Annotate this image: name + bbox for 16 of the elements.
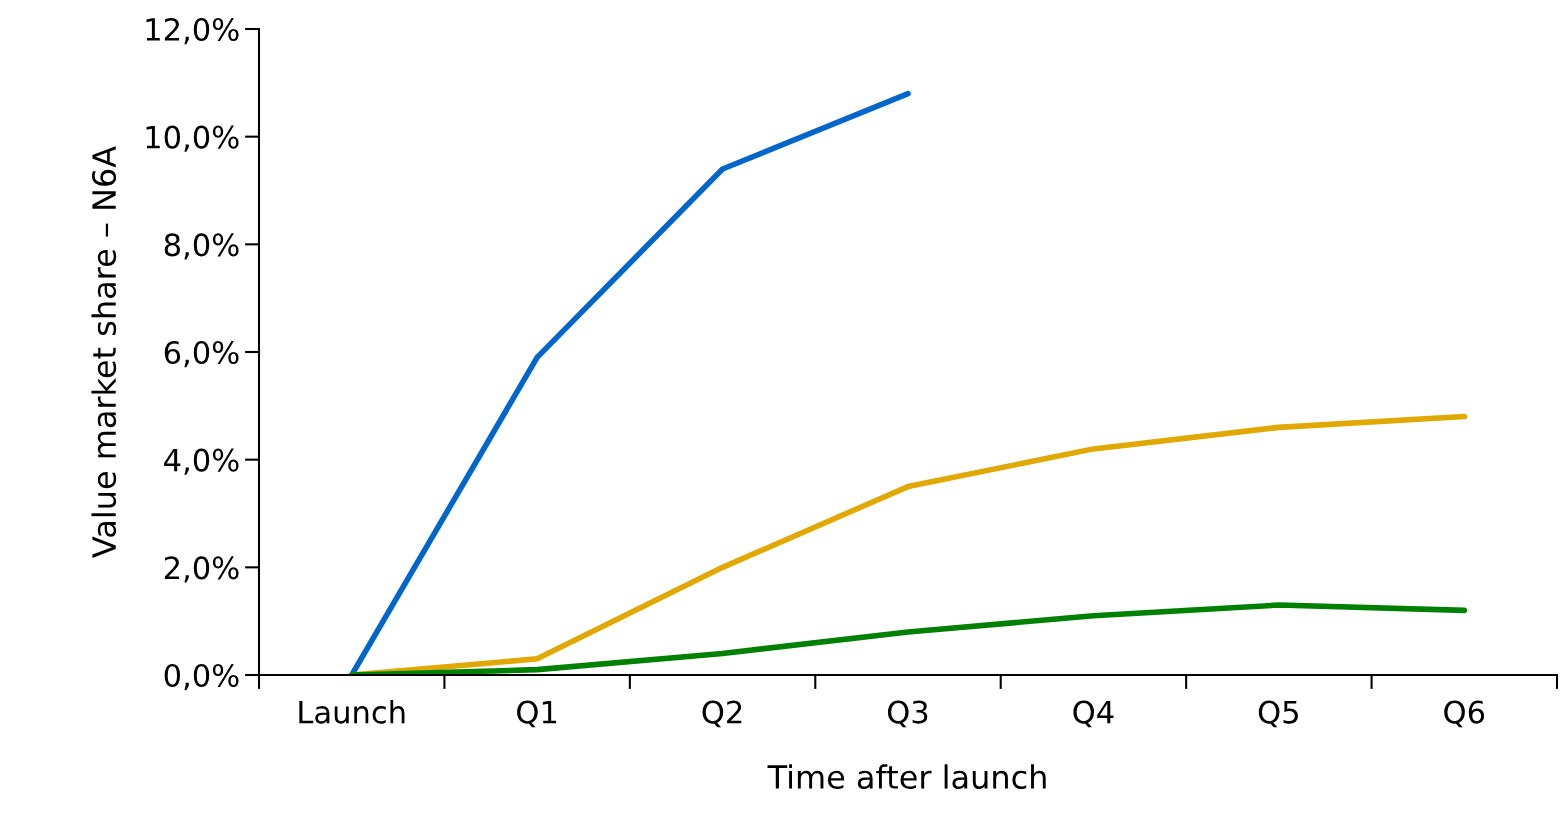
x-tick-label: Q2 <box>702 700 742 728</box>
y-tick-label: 8,0% <box>164 233 239 260</box>
x-tick-label: Q6 <box>1444 700 1485 728</box>
y-tick-label: 6,0% <box>164 340 239 368</box>
y-tick-label: 12,0% <box>146 17 239 45</box>
y-tick-label: 0,0% <box>164 663 239 691</box>
x-tick-label: Q4 <box>1073 700 1114 728</box>
x-tick-label: Q3 <box>887 700 928 728</box>
y-tick-label: 4,0% <box>164 448 239 475</box>
x-tick-label: Q5 <box>1258 700 1298 728</box>
y-tick-label: 2,0% <box>164 556 239 583</box>
y-axis-title: Value market share – N6A <box>91 146 117 558</box>
x-tick-label: Q1 <box>517 700 557 728</box>
x-axis-title: Time after launch <box>767 764 1046 790</box>
y-tick-label: 10,0% <box>146 125 239 152</box>
x-tick-label: Launch <box>299 700 405 724</box>
